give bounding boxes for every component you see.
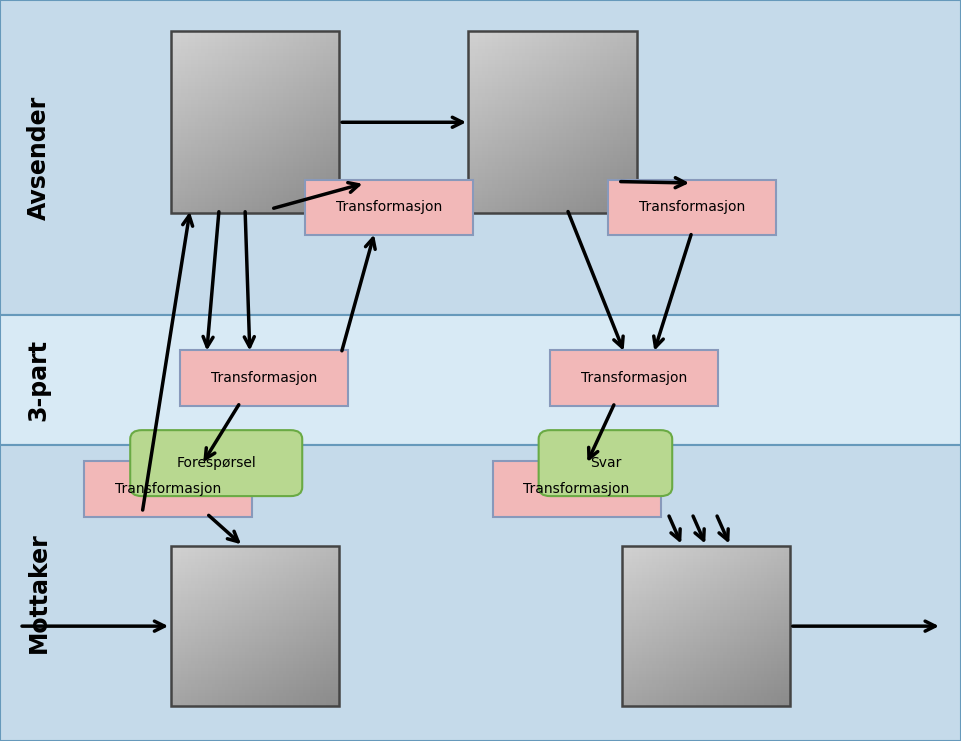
Bar bbox=[171, 32, 339, 213]
Bar bbox=[0, 315, 961, 445]
Text: Transformasjon: Transformasjon bbox=[639, 201, 745, 214]
FancyBboxPatch shape bbox=[181, 350, 349, 406]
Text: Transformasjon: Transformasjon bbox=[581, 371, 687, 385]
Bar bbox=[623, 547, 791, 705]
Text: Transformasjon: Transformasjon bbox=[524, 482, 629, 496]
FancyBboxPatch shape bbox=[608, 180, 776, 236]
FancyBboxPatch shape bbox=[538, 430, 673, 496]
FancyBboxPatch shape bbox=[84, 461, 253, 517]
FancyBboxPatch shape bbox=[306, 180, 474, 236]
Text: Forespørsel: Forespørsel bbox=[177, 456, 256, 470]
Text: Svar: Svar bbox=[590, 456, 621, 470]
Text: Avsender: Avsender bbox=[27, 96, 50, 219]
FancyBboxPatch shape bbox=[492, 461, 661, 517]
Bar bbox=[0, 0, 961, 315]
Text: Transformasjon: Transformasjon bbox=[115, 482, 221, 496]
Text: Transformasjon: Transformasjon bbox=[336, 201, 442, 214]
Bar bbox=[0, 445, 961, 741]
Bar bbox=[171, 547, 339, 705]
FancyBboxPatch shape bbox=[131, 430, 303, 496]
FancyBboxPatch shape bbox=[551, 350, 719, 406]
Text: 3-part: 3-part bbox=[27, 339, 50, 421]
Bar bbox=[469, 32, 636, 213]
Text: Mottaker: Mottaker bbox=[27, 533, 50, 653]
Text: Transformasjon: Transformasjon bbox=[211, 371, 317, 385]
